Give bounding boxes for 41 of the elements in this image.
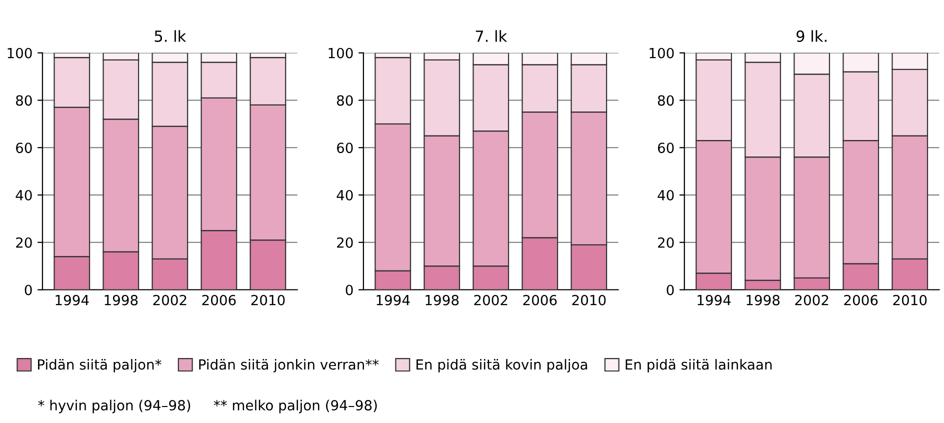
legend-label: Pidän siitä paljon* [38, 358, 162, 372]
text: * hyvin paljon (94–98) ** melko paljon (94–98) [38, 400, 377, 414]
y-tick-label: 80 [16, 95, 32, 106]
x-tick-label: 1998 [746, 294, 780, 306]
legend-label: Pidän siitä jonkin verran** [199, 358, 379, 372]
y-tick-label: 60 [337, 142, 353, 154]
x-tick-label: 2006 [202, 294, 236, 306]
chart-title: 9 lk. [796, 30, 826, 42]
legend-label: En pidä siitä lainkaan [626, 358, 772, 372]
x-tick-label: 1994 [698, 294, 731, 306]
chart-title: 7. lk [476, 30, 508, 42]
y-tick-label: 100 [8, 48, 32, 58]
y-tick-label: 20 [337, 237, 353, 248]
chart-title: 5. lk [154, 30, 186, 42]
y-tick-label: 0 [24, 284, 32, 296]
x-tick-label: 2010 [893, 294, 927, 306]
y-tick-label: 40 [336, 190, 353, 200]
y-tick-label: 20 [16, 237, 32, 248]
x-tick-label: 2010 [251, 294, 285, 306]
y-tick-label: 0 [666, 284, 674, 296]
y-tick-label: 60 [658, 142, 674, 154]
x-tick-label: 1998 [104, 294, 138, 306]
x-tick-label: 2006 [844, 294, 878, 306]
y-tick-label: 100 [650, 48, 674, 58]
x-tick-label: 2002 [795, 294, 828, 306]
x-tick-label: 1994 [56, 294, 89, 306]
y-tick-label: 40 [658, 190, 674, 200]
y-tick-label: 80 [658, 95, 674, 106]
legend-label: En pidä siitä kovin paljoa [416, 358, 588, 372]
x-tick-label: 1994 [376, 294, 410, 306]
x-tick-label: 2002 [474, 294, 508, 306]
x-tick-label: 2006 [523, 294, 557, 306]
y-tick-label: 0 [346, 284, 353, 296]
x-tick-label: 2010 [572, 294, 606, 306]
y-tick-label: 100 [328, 48, 353, 58]
y-tick-label: 40 [16, 190, 32, 200]
y-tick-label: 20 [658, 237, 674, 248]
x-tick-label: 1998 [426, 294, 459, 306]
y-tick-label: 60 [16, 142, 32, 154]
x-tick-label: 2002 [153, 294, 186, 306]
y-tick-label: 80 [336, 95, 353, 106]
